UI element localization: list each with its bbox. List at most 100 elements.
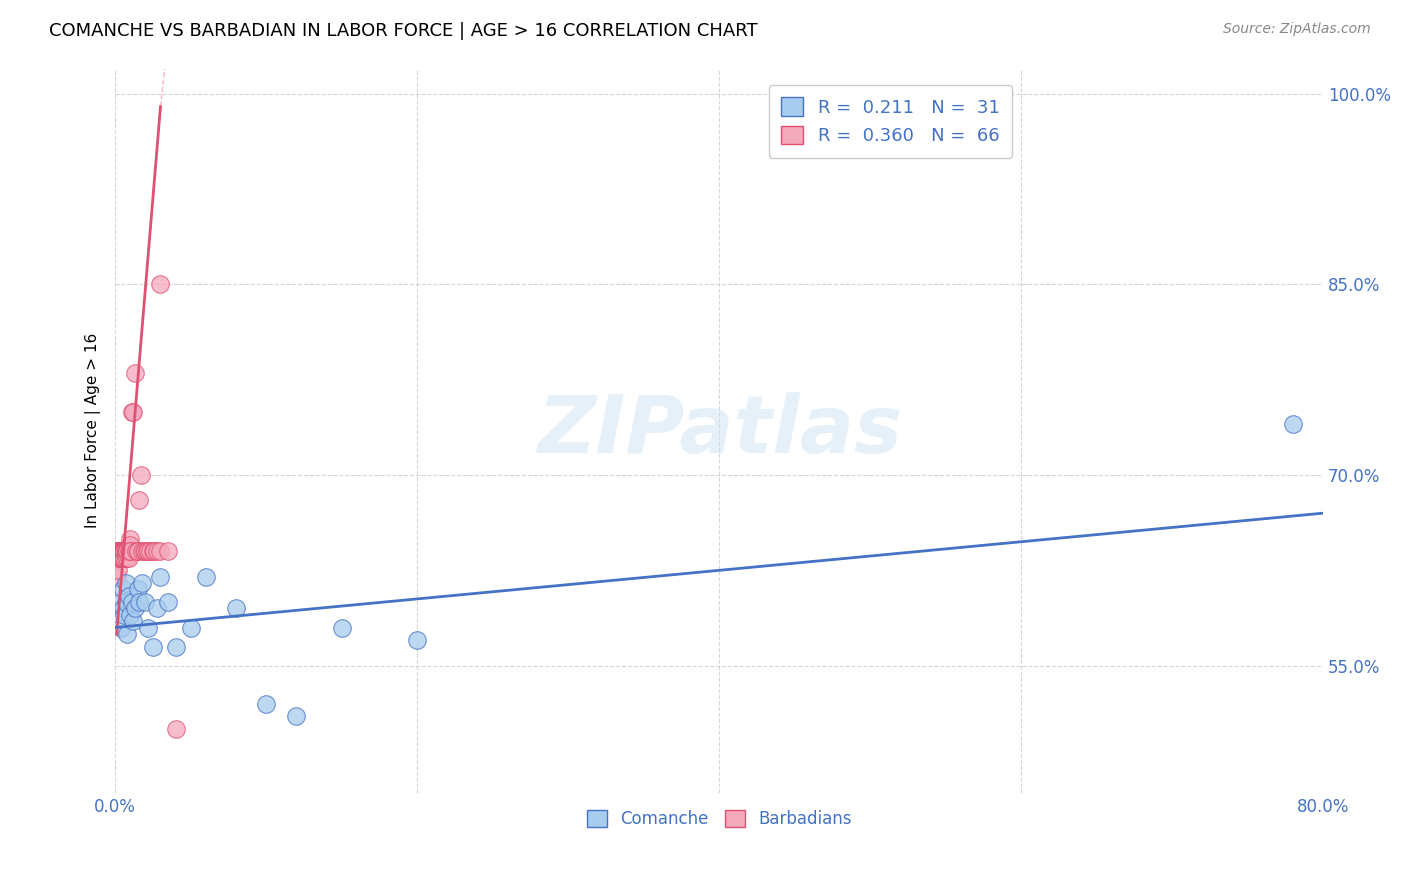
- Point: [128, 493, 150, 508]
- Point: [108, 544, 131, 558]
- Point: [111, 582, 134, 597]
- Point: [118, 550, 141, 565]
- Point: [143, 544, 166, 558]
- Point: [108, 550, 131, 565]
- Point: [110, 620, 132, 634]
- Point: [149, 544, 172, 558]
- Point: [117, 544, 139, 558]
- Point: [330, 620, 353, 634]
- Point: [120, 607, 142, 622]
- Point: [114, 544, 136, 558]
- Point: [111, 544, 134, 558]
- Point: [225, 601, 247, 615]
- Point: [132, 544, 155, 558]
- Point: [110, 550, 132, 565]
- Point: [107, 544, 129, 558]
- Point: [114, 544, 136, 558]
- Point: [108, 595, 131, 609]
- Point: [111, 544, 134, 558]
- Legend: Comanche, Barbadians: Comanche, Barbadians: [579, 804, 859, 835]
- Point: [108, 544, 131, 558]
- Point: [128, 595, 150, 609]
- Point: [165, 640, 187, 654]
- Point: [108, 544, 131, 558]
- Point: [122, 404, 145, 418]
- Point: [125, 544, 148, 558]
- Y-axis label: In Labor Force | Age > 16: In Labor Force | Age > 16: [86, 333, 101, 528]
- Point: [107, 563, 129, 577]
- Point: [112, 544, 135, 558]
- Point: [111, 550, 134, 565]
- Point: [110, 544, 132, 558]
- Point: [157, 595, 180, 609]
- Point: [131, 544, 153, 558]
- Point: [120, 538, 142, 552]
- Point: [107, 544, 129, 558]
- Point: [124, 367, 146, 381]
- Point: [149, 570, 172, 584]
- Point: [165, 722, 187, 736]
- Point: [112, 544, 135, 558]
- Point: [112, 550, 135, 565]
- Point: [114, 550, 136, 565]
- Text: ZIPatlas: ZIPatlas: [537, 392, 901, 469]
- Point: [127, 544, 149, 558]
- Point: [111, 544, 134, 558]
- Point: [254, 697, 277, 711]
- Point: [118, 544, 141, 558]
- Point: [117, 627, 139, 641]
- Point: [111, 544, 134, 558]
- Point: [114, 576, 136, 591]
- Point: [120, 544, 142, 558]
- Point: [110, 544, 132, 558]
- Point: [121, 404, 143, 418]
- Point: [138, 544, 160, 558]
- Point: [138, 620, 160, 634]
- Point: [131, 576, 153, 591]
- Point: [111, 550, 134, 565]
- Point: [194, 570, 217, 584]
- Point: [146, 601, 169, 615]
- Point: [108, 544, 131, 558]
- Point: [146, 544, 169, 558]
- Point: [117, 544, 139, 558]
- Point: [124, 601, 146, 615]
- Point: [112, 544, 135, 558]
- Point: [285, 709, 308, 723]
- Point: [110, 544, 132, 558]
- Text: Source: ZipAtlas.com: Source: ZipAtlas.com: [1223, 22, 1371, 37]
- Point: [142, 544, 165, 558]
- Point: [157, 544, 180, 558]
- Point: [134, 544, 156, 558]
- Point: [142, 640, 165, 654]
- Point: [135, 544, 157, 558]
- Point: [118, 589, 141, 603]
- Text: COMANCHE VS BARBADIAN IN LABOR FORCE | AGE > 16 CORRELATION CHART: COMANCHE VS BARBADIAN IN LABOR FORCE | A…: [49, 22, 758, 40]
- Point: [139, 544, 162, 558]
- Point: [121, 595, 143, 609]
- Point: [149, 277, 172, 292]
- Point: [111, 544, 134, 558]
- Point: [105, 544, 128, 558]
- Point: [105, 570, 128, 584]
- Point: [114, 544, 136, 558]
- Point: [110, 544, 132, 558]
- Point: [129, 468, 152, 483]
- Point: [120, 532, 142, 546]
- Point: [122, 614, 145, 628]
- Point: [114, 595, 136, 609]
- Point: [114, 544, 136, 558]
- Point: [180, 620, 202, 634]
- Point: [127, 544, 149, 558]
- Point: [110, 544, 132, 558]
- Point: [117, 550, 139, 565]
- Point: [107, 550, 129, 565]
- Point: [120, 544, 142, 558]
- Point: [406, 633, 429, 648]
- Point: [127, 582, 149, 597]
- Point: [1282, 417, 1305, 432]
- Point: [134, 595, 156, 609]
- Point: [110, 550, 132, 565]
- Point: [112, 607, 135, 622]
- Point: [111, 601, 134, 615]
